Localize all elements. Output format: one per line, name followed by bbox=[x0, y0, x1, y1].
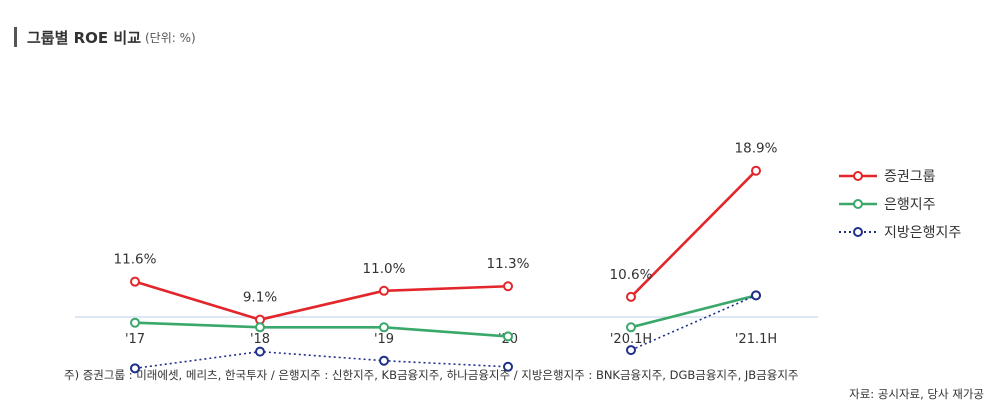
series-line-1 bbox=[134, 321, 509, 338]
data-point bbox=[255, 322, 265, 333]
data-point bbox=[130, 363, 140, 374]
x-tick-label: '21.1H bbox=[735, 332, 777, 347]
series-line-2 bbox=[134, 350, 509, 370]
series-line-1 bbox=[630, 294, 757, 329]
source-note: 자료: 공시자료, 당사 재가공 bbox=[849, 387, 984, 401]
legend-item: 지방은행지주 bbox=[838, 218, 961, 246]
title-accent-bar bbox=[14, 27, 17, 47]
data-point bbox=[379, 322, 389, 333]
data-point bbox=[503, 361, 513, 372]
data-point bbox=[130, 317, 140, 328]
chart-unit: (단위: %) bbox=[145, 30, 196, 45]
data-point bbox=[379, 285, 389, 296]
data-point bbox=[503, 281, 513, 292]
legend-item: 은행지주 bbox=[838, 190, 961, 218]
data-point bbox=[503, 331, 513, 342]
data-point bbox=[626, 322, 636, 333]
chart-title-block: 그룹별 ROE 비교 (단위: %) bbox=[14, 26, 196, 48]
x-tick-label: '19 bbox=[374, 332, 394, 347]
legend-label: 지방은행지주 bbox=[884, 225, 962, 241]
series-line-0 bbox=[630, 169, 757, 298]
series-line-0 bbox=[134, 280, 509, 321]
legend-swatch bbox=[839, 199, 877, 209]
data-point bbox=[751, 290, 761, 301]
data-label: 11.0% bbox=[363, 261, 406, 277]
data-label: 10.6% bbox=[610, 267, 653, 283]
data-point bbox=[130, 276, 140, 287]
legend-item: 증권그룹 bbox=[838, 162, 961, 190]
x-tick-label: '18 bbox=[250, 332, 270, 347]
data-point bbox=[255, 346, 265, 357]
data-point bbox=[379, 355, 389, 366]
x-tick-label: '17 bbox=[125, 332, 145, 347]
data-point bbox=[751, 165, 761, 176]
data-label: 11.3% bbox=[487, 256, 530, 272]
legend-label: 증권그룹 bbox=[884, 169, 936, 185]
data-label: 9.1% bbox=[243, 290, 277, 306]
data-point bbox=[626, 291, 636, 302]
legend-label: 은행지주 bbox=[884, 197, 936, 213]
data-point bbox=[626, 345, 636, 356]
legend-swatch bbox=[839, 171, 877, 181]
x-tick-label: '20.1H bbox=[610, 332, 652, 347]
legend-swatch bbox=[839, 227, 877, 237]
footnote: 주) 증권그룹 : 미래에셋, 메리츠, 한국투자 / 은행지주 : 신한지주,… bbox=[64, 368, 799, 382]
chart-title: 그룹별 ROE 비교 bbox=[27, 28, 141, 47]
data-label: 18.9% bbox=[735, 141, 778, 157]
data-label: 11.6% bbox=[114, 252, 157, 268]
